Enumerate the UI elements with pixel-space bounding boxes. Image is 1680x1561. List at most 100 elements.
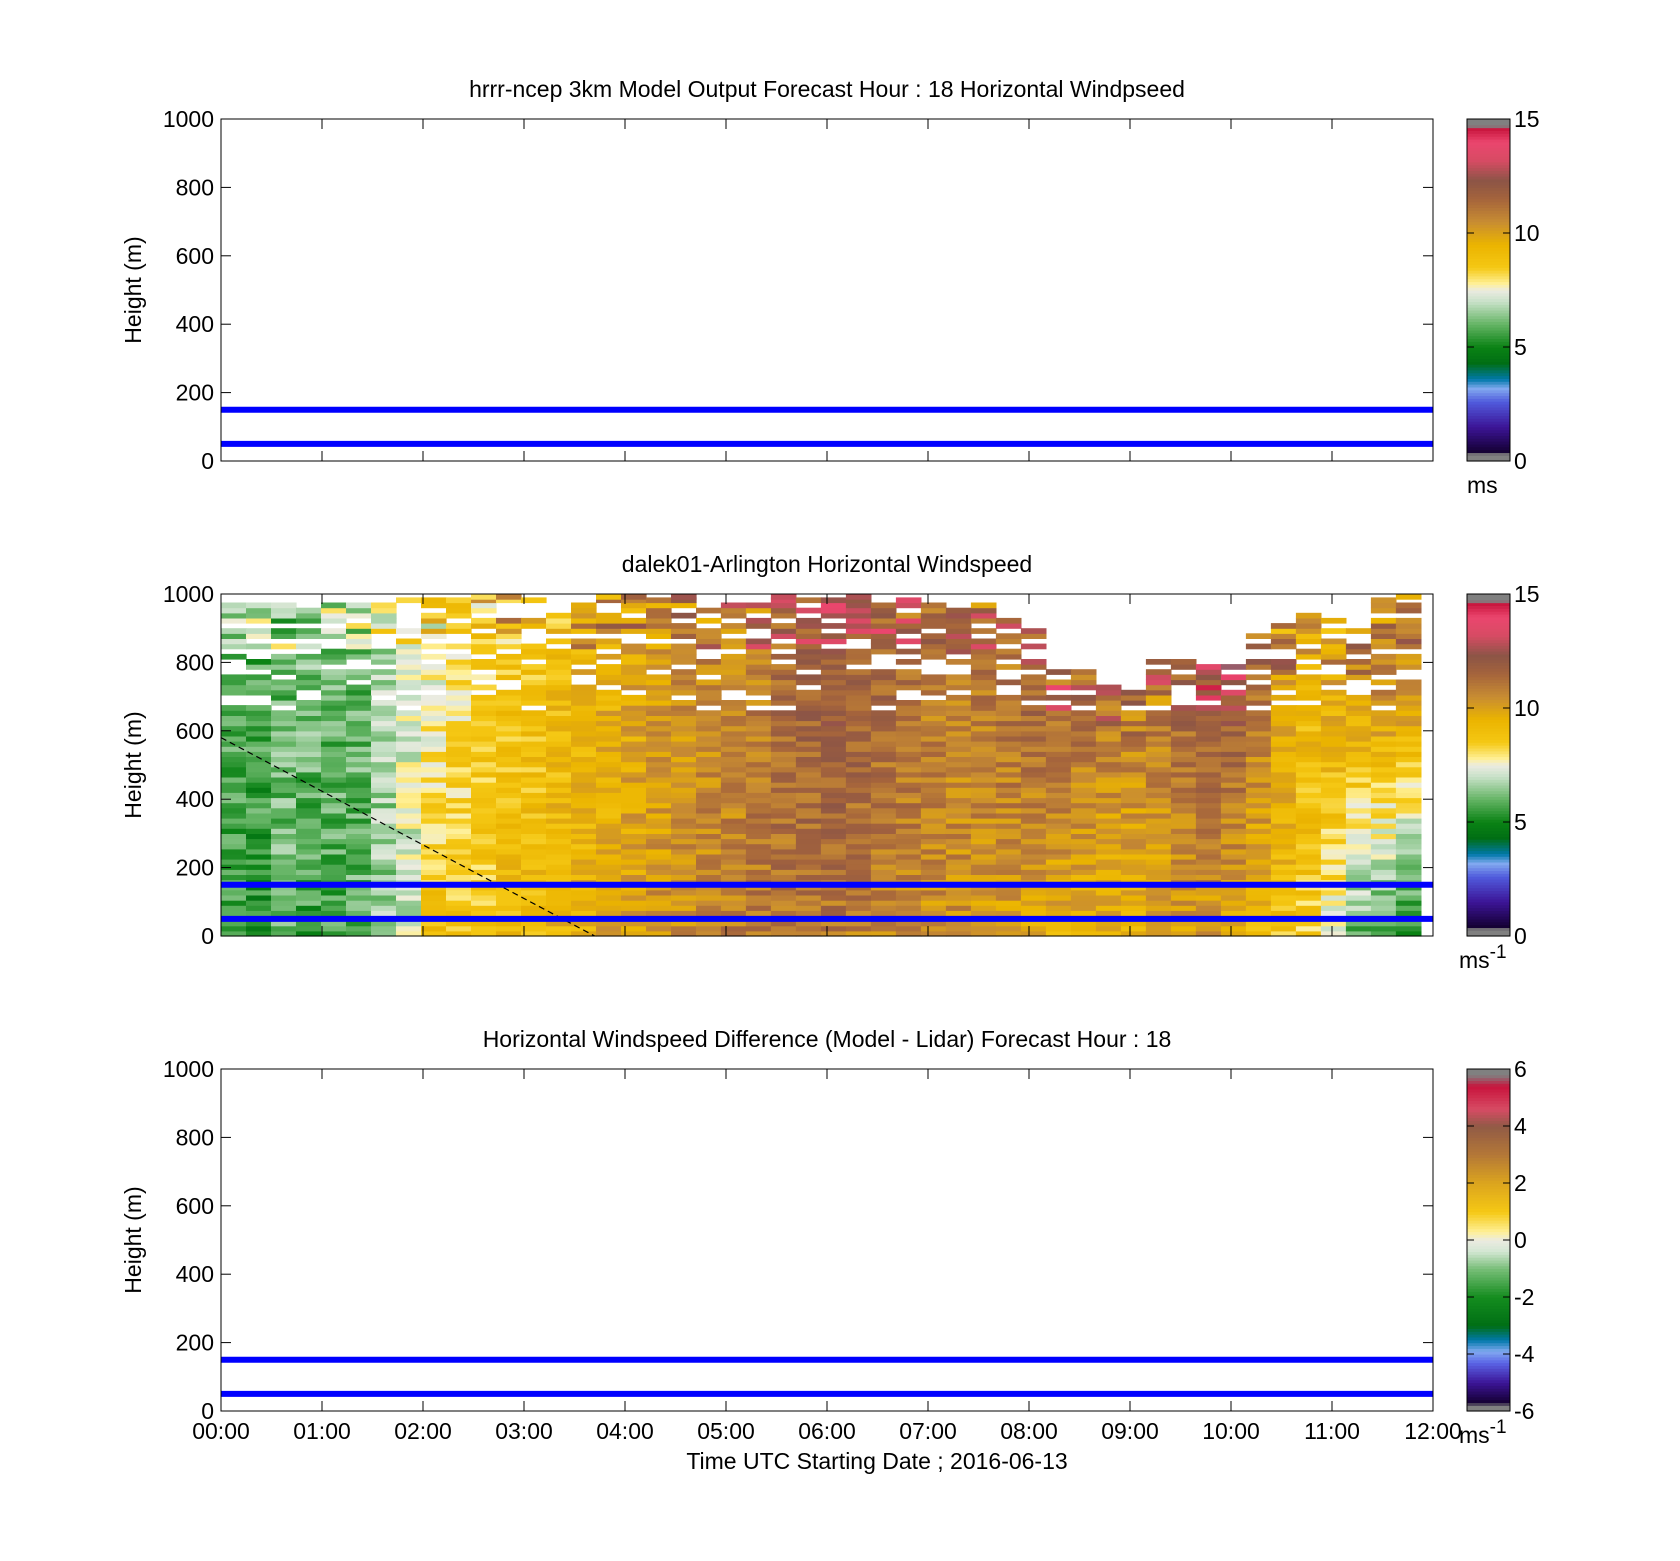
field-cell bbox=[1070, 684, 1097, 691]
field-cell bbox=[720, 607, 747, 614]
field-cell bbox=[471, 869, 497, 875]
field-cell bbox=[546, 664, 572, 670]
field-cell bbox=[870, 802, 897, 809]
field-cell bbox=[246, 705, 272, 711]
field-cell bbox=[1245, 869, 1272, 875]
field-cell bbox=[571, 694, 597, 701]
field-cell bbox=[745, 689, 772, 696]
field-cell bbox=[895, 930, 922, 937]
field-cell bbox=[945, 895, 972, 901]
field-cell bbox=[1245, 643, 1272, 650]
field-cell bbox=[1295, 684, 1322, 691]
field-cell bbox=[945, 643, 972, 650]
field-cell bbox=[221, 848, 247, 855]
field-cell bbox=[845, 792, 872, 799]
field-cell bbox=[995, 910, 1022, 917]
field-cell bbox=[646, 895, 672, 901]
field-cell bbox=[671, 900, 697, 906]
field-cell bbox=[246, 771, 272, 778]
field-cell bbox=[471, 633, 497, 639]
field-cell bbox=[296, 895, 322, 901]
field-cell bbox=[895, 751, 922, 757]
field-cell bbox=[346, 648, 372, 655]
field-cell bbox=[1245, 741, 1272, 747]
field-cell bbox=[646, 900, 672, 906]
field-cell bbox=[1220, 930, 1247, 937]
colorbar-cell bbox=[1467, 418, 1510, 422]
field-cell bbox=[446, 751, 472, 757]
field-cell bbox=[1345, 787, 1372, 793]
field-cell bbox=[296, 628, 322, 634]
field-cell bbox=[870, 792, 897, 799]
field-cell bbox=[596, 920, 622, 927]
field-cell bbox=[571, 828, 597, 834]
colorbar-cell bbox=[1467, 1345, 1510, 1349]
field-cell bbox=[870, 889, 897, 896]
colorbar-cell bbox=[1467, 423, 1510, 428]
field-cell bbox=[646, 710, 672, 716]
field-cell bbox=[446, 679, 472, 686]
field-cell bbox=[646, 643, 672, 650]
field-cell bbox=[945, 617, 972, 624]
field-cell bbox=[1045, 684, 1072, 691]
field-cell bbox=[671, 889, 697, 896]
field-cell bbox=[646, 746, 672, 752]
field-cell bbox=[1395, 725, 1422, 732]
field-cell bbox=[1320, 725, 1347, 732]
field-cell bbox=[471, 843, 497, 850]
field-cell bbox=[271, 925, 297, 932]
field-cell bbox=[221, 930, 247, 937]
colorbar-cell bbox=[1467, 230, 1510, 234]
field-cell bbox=[396, 905, 422, 911]
field-cell bbox=[246, 730, 272, 737]
field-cell bbox=[621, 741, 647, 747]
field-cell bbox=[1345, 853, 1372, 860]
field-cell bbox=[271, 607, 297, 614]
field-cell bbox=[870, 777, 897, 783]
field-cell bbox=[820, 895, 847, 901]
field-cell bbox=[246, 869, 272, 875]
field-cell bbox=[1395, 710, 1422, 716]
field-cell bbox=[1020, 848, 1047, 855]
field-cell bbox=[1245, 674, 1272, 681]
field-cell bbox=[1045, 756, 1072, 763]
field-cell bbox=[521, 664, 547, 670]
field-cell bbox=[346, 864, 372, 870]
field-cell bbox=[471, 900, 497, 906]
field-cell bbox=[795, 725, 822, 732]
field-cell bbox=[1345, 828, 1372, 834]
field-cell bbox=[571, 900, 597, 906]
field-cell bbox=[870, 612, 897, 619]
field-cell bbox=[1395, 756, 1422, 763]
field-cell bbox=[596, 787, 622, 793]
field-cell bbox=[1245, 859, 1272, 865]
field-cell bbox=[621, 720, 647, 727]
field-cell bbox=[970, 930, 997, 937]
field-cell bbox=[321, 782, 347, 788]
field-cell bbox=[745, 905, 772, 911]
field-cell bbox=[1270, 694, 1297, 701]
field-cell bbox=[895, 895, 922, 901]
field-cell bbox=[271, 679, 297, 686]
field-cell bbox=[571, 715, 597, 722]
field-cell bbox=[1245, 787, 1272, 793]
field-cell bbox=[646, 777, 672, 783]
field-cell bbox=[646, 766, 672, 773]
field-cell bbox=[795, 710, 822, 716]
field-cell bbox=[995, 638, 1022, 645]
field-cell bbox=[1270, 628, 1297, 634]
field-cell bbox=[1345, 643, 1372, 650]
field-cell bbox=[1320, 874, 1347, 881]
field-cell bbox=[1170, 833, 1197, 840]
field-cell bbox=[1345, 864, 1372, 870]
colorbar-cell bbox=[1467, 332, 1510, 337]
field-cell bbox=[1320, 710, 1347, 716]
field-cell bbox=[1295, 664, 1322, 670]
field-cell bbox=[346, 700, 372, 706]
colorbar-cell bbox=[1467, 406, 1510, 411]
field-cell bbox=[720, 853, 747, 860]
field-cell bbox=[396, 818, 422, 824]
field-cell bbox=[696, 930, 722, 937]
field-cell bbox=[1120, 802, 1147, 809]
field-cell bbox=[795, 730, 822, 737]
